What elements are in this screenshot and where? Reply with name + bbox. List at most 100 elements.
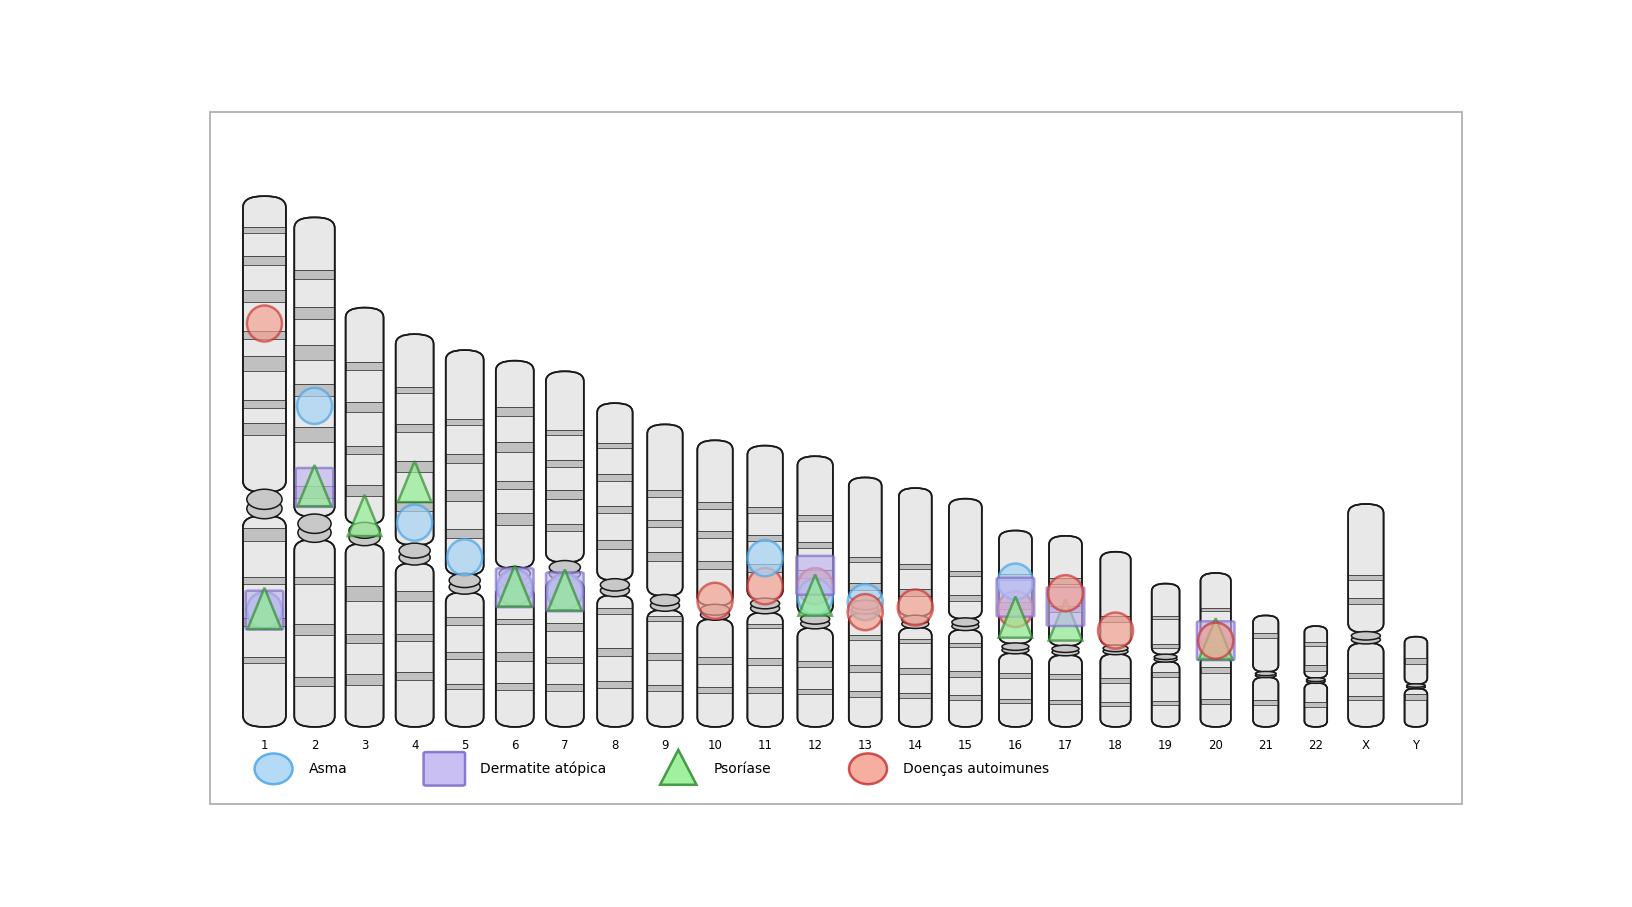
Bar — [1201, 698, 1231, 704]
Ellipse shape — [1048, 575, 1084, 611]
Bar — [1405, 658, 1428, 664]
Ellipse shape — [747, 540, 783, 576]
Bar — [395, 634, 434, 640]
Bar — [597, 540, 633, 549]
Bar — [496, 481, 534, 489]
Bar — [243, 356, 286, 371]
Bar — [1152, 671, 1180, 677]
Ellipse shape — [299, 523, 331, 542]
Bar — [747, 564, 783, 572]
Bar — [747, 535, 783, 541]
Bar — [597, 540, 633, 549]
Bar — [545, 684, 584, 691]
Bar — [243, 577, 286, 583]
Bar — [798, 661, 832, 668]
Bar — [1152, 671, 1180, 677]
Ellipse shape — [852, 600, 878, 610]
Ellipse shape — [1307, 678, 1325, 681]
Ellipse shape — [1198, 623, 1234, 658]
Ellipse shape — [449, 573, 480, 588]
FancyBboxPatch shape — [648, 610, 682, 727]
Bar — [294, 677, 335, 687]
Bar — [849, 583, 881, 590]
Ellipse shape — [798, 579, 832, 615]
Bar — [294, 577, 335, 584]
Bar — [798, 689, 832, 695]
FancyBboxPatch shape — [1304, 683, 1327, 727]
FancyBboxPatch shape — [243, 196, 286, 493]
Polygon shape — [348, 495, 382, 536]
Ellipse shape — [849, 754, 888, 785]
FancyBboxPatch shape — [597, 595, 633, 727]
Bar — [496, 683, 534, 690]
Ellipse shape — [1407, 684, 1425, 688]
Ellipse shape — [601, 579, 630, 591]
Ellipse shape — [1154, 654, 1177, 659]
Text: Psoríase: Psoríase — [713, 762, 772, 775]
Polygon shape — [659, 750, 697, 785]
Text: Dermatite atópica: Dermatite atópica — [480, 762, 605, 776]
Bar — [446, 419, 483, 425]
Bar — [294, 426, 335, 442]
Bar — [243, 290, 286, 302]
Bar — [346, 445, 384, 454]
Ellipse shape — [1103, 645, 1128, 651]
FancyBboxPatch shape — [1405, 637, 1428, 684]
Ellipse shape — [902, 619, 929, 629]
Ellipse shape — [1053, 649, 1079, 656]
Bar — [999, 699, 1031, 703]
Bar — [1348, 673, 1384, 678]
Polygon shape — [1200, 619, 1232, 659]
Bar — [999, 673, 1031, 678]
Bar — [849, 635, 881, 639]
FancyBboxPatch shape — [496, 361, 534, 569]
Bar — [446, 419, 483, 425]
Ellipse shape — [1203, 650, 1229, 656]
Bar — [999, 673, 1031, 678]
Bar — [597, 648, 633, 656]
Bar — [496, 652, 534, 661]
Bar — [1049, 578, 1082, 583]
Bar — [1201, 698, 1231, 704]
FancyBboxPatch shape — [545, 579, 584, 727]
Bar — [1049, 606, 1082, 612]
Bar — [243, 330, 286, 339]
Bar — [948, 643, 982, 647]
Bar — [243, 290, 286, 302]
FancyBboxPatch shape — [424, 752, 465, 785]
Ellipse shape — [997, 563, 1033, 600]
Bar — [446, 490, 483, 501]
Text: 7: 7 — [561, 739, 568, 753]
Bar — [1100, 678, 1131, 683]
Text: Y: Y — [1412, 739, 1420, 753]
Ellipse shape — [400, 550, 431, 565]
Bar — [545, 684, 584, 691]
Bar — [1201, 638, 1231, 642]
Bar — [243, 529, 286, 541]
Ellipse shape — [547, 574, 583, 610]
Ellipse shape — [801, 614, 829, 624]
FancyBboxPatch shape — [798, 456, 832, 615]
FancyBboxPatch shape — [648, 424, 682, 596]
Text: 9: 9 — [661, 739, 669, 753]
Bar — [747, 507, 783, 513]
FancyBboxPatch shape — [1405, 688, 1428, 727]
FancyBboxPatch shape — [246, 590, 284, 629]
Bar — [1201, 638, 1231, 642]
Bar — [899, 590, 932, 596]
Bar — [597, 444, 633, 448]
Bar — [294, 624, 335, 635]
Bar — [948, 695, 982, 699]
Bar — [395, 424, 434, 433]
Bar — [243, 400, 286, 408]
Bar — [648, 490, 682, 497]
Ellipse shape — [400, 543, 431, 558]
Bar — [294, 384, 335, 395]
Bar — [597, 473, 633, 481]
Ellipse shape — [801, 619, 829, 629]
Bar — [446, 652, 483, 659]
Bar — [648, 552, 682, 561]
Bar — [1152, 701, 1180, 706]
FancyBboxPatch shape — [294, 540, 335, 727]
Ellipse shape — [246, 306, 282, 342]
